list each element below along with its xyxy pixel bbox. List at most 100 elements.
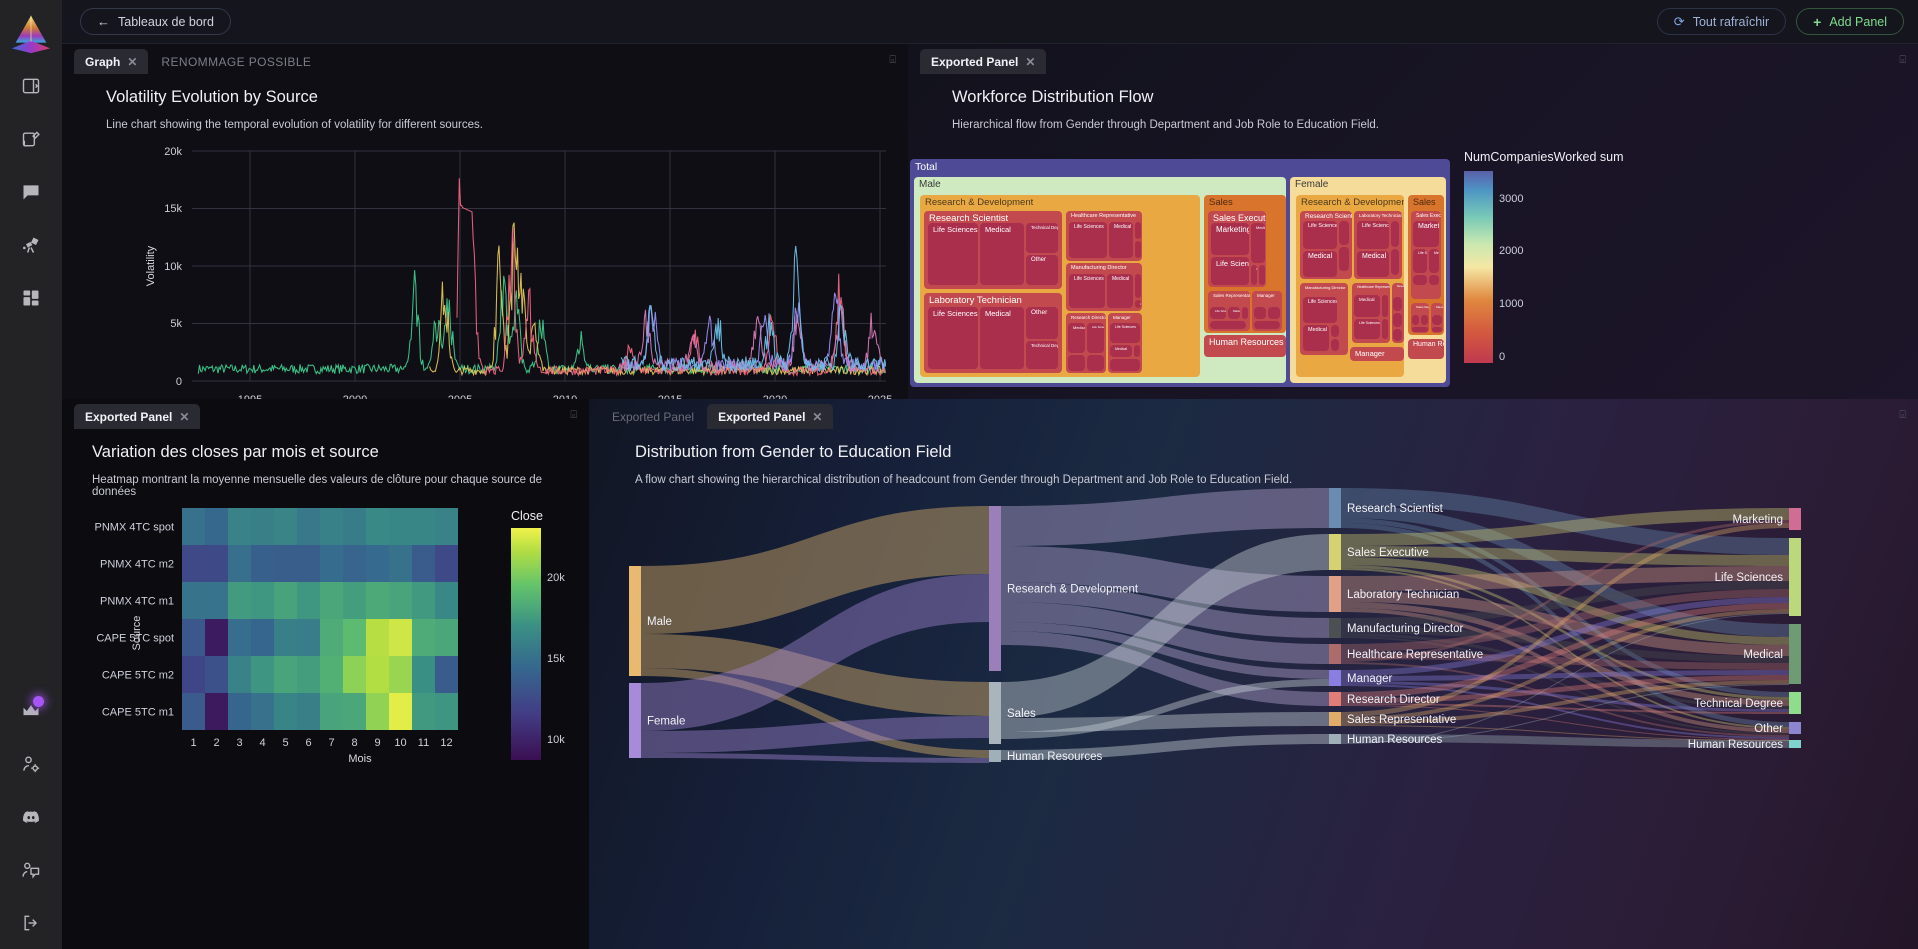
treemap-tile[interactable]: [1087, 355, 1104, 371]
tab-exported-panel-heatmap[interactable]: Exported Panel ✕: [74, 404, 201, 429]
treemap-tile[interactable]: Medical: [1354, 295, 1380, 317]
treemap-tile[interactable]: Life Sciences: [1211, 257, 1249, 285]
treemap-tile[interactable]: [1421, 315, 1428, 325]
treemap-tile[interactable]: [1268, 307, 1280, 319]
tab-close-icon[interactable]: ✕: [179, 409, 190, 424]
treemap-tile[interactable]: [1135, 222, 1141, 239]
treemap-tile[interactable]: [1393, 329, 1402, 341]
edit-icon[interactable]: [19, 127, 43, 151]
treemap-tile[interactable]: Medical: [1110, 345, 1132, 357]
sankey-link: [641, 753, 989, 763]
refresh-all-button[interactable]: ⟳ Tout rafraîchir: [1656, 8, 1787, 35]
treemap-tile[interactable]: [1429, 275, 1439, 285]
panel-drag-handle-icon[interactable]: ⌻: [889, 54, 896, 66]
treemap-tile[interactable]: [1254, 307, 1266, 319]
treemap-tile[interactable]: Medical: [1109, 222, 1133, 258]
treemap-tile[interactable]: Life Sciences: [1413, 249, 1427, 273]
treemap-tile[interactable]: [1432, 315, 1442, 325]
tab-exported-panel-sankey[interactable]: Exported Panel ✕: [707, 404, 834, 429]
treemap-tile[interactable]: Manager: [1350, 347, 1404, 361]
treemap-tile[interactable]: [1254, 321, 1280, 329]
treemap-tile[interactable]: Medical: [1303, 325, 1329, 351]
treemap-tile[interactable]: Human Resources: [1204, 335, 1286, 357]
treemap-tile[interactable]: [1391, 221, 1399, 247]
treemap-tile[interactable]: [1339, 247, 1349, 271]
treemap-tile[interactable]: Life Sciences: [1210, 307, 1226, 319]
treemap-tile[interactable]: Life Sciences: [1069, 222, 1107, 258]
treemap-tile[interactable]: Human Resources: [1408, 339, 1444, 359]
treemap-tile[interactable]: Medical: [1251, 223, 1265, 263]
panel-drag-handle-icon[interactable]: ⌻: [1899, 409, 1906, 421]
panel-drag-handle-icon[interactable]: ⌻: [1899, 54, 1906, 66]
treemap-tile[interactable]: [1068, 355, 1085, 371]
treemap-tile[interactable]: Medical: [1303, 251, 1337, 277]
treemap-tile[interactable]: [1134, 345, 1140, 357]
treemap-tile[interactable]: Medical: [1107, 274, 1133, 308]
tab-close-icon[interactable]: ✕: [812, 409, 823, 424]
treemap-tile[interactable]: [1135, 241, 1141, 258]
treemap-tile[interactable]: Other: [1026, 307, 1058, 339]
tab-graph[interactable]: Graph ✕: [74, 49, 149, 74]
treemap-tile[interactable]: Technical Degree: [1026, 223, 1058, 253]
user-settings-icon[interactable]: [19, 752, 43, 776]
treemap-tile[interactable]: [1331, 325, 1339, 337]
treemap-tile[interactable]: Life Sciences: [1303, 297, 1337, 323]
treemap-tile[interactable]: [1412, 327, 1428, 332]
treemap-tile[interactable]: Life Sciences: [1303, 221, 1337, 249]
treemap-tile[interactable]: Medical: [1068, 323, 1085, 353]
sankey-svg: Male Female Research & Development Sales Hum…: [629, 488, 1801, 763]
treemap-tile[interactable]: Marketing: [1228, 307, 1240, 319]
treemap-tile[interactable]: [1393, 313, 1402, 327]
feedback-icon[interactable]: [19, 858, 43, 882]
treemap-tile[interactable]: Medical: [1429, 249, 1439, 273]
treemap-tile[interactable]: [1259, 265, 1265, 285]
treemap-tile[interactable]: Other: [1251, 265, 1257, 285]
treemap-tile[interactable]: [1382, 319, 1388, 339]
treemap-tile[interactable]: Life Sciences: [1357, 221, 1389, 249]
treemap-tile[interactable]: Medical: [980, 307, 1024, 369]
treemap-tile[interactable]: [1339, 221, 1349, 245]
treemap-tile[interactable]: Medical: [1357, 251, 1389, 277]
treemap-tile[interactable]: Technical Degree: [1026, 341, 1058, 369]
chat-icon[interactable]: [19, 180, 43, 204]
pyramid-logo[interactable]: [7, 6, 55, 60]
treemap-tile[interactable]: Life Sciences: [1069, 274, 1105, 308]
tab-exported-panel-treemap[interactable]: Exported Panel ✕: [920, 49, 1047, 74]
treemap-tile[interactable]: [1413, 275, 1427, 285]
treemap-tile[interactable]: Marketing: [1211, 223, 1249, 255]
crown-icon[interactable]: [19, 696, 44, 723]
back-to-dashboards-button[interactable]: ← Tableaux de bord: [80, 8, 231, 35]
treemap-tile[interactable]: [1391, 249, 1399, 275]
discord-icon[interactable]: [19, 805, 43, 829]
panel-drag-handle-icon[interactable]: ⌻: [570, 409, 577, 421]
treemap-tile[interactable]: [1412, 315, 1419, 325]
treemap-tile[interactable]: Life Sciences: [1110, 323, 1140, 343]
tab-close-icon[interactable]: ✕: [1025, 54, 1036, 69]
tab-renommage[interactable]: RENOMMAGE POSSIBLE: [150, 49, 322, 74]
treemap-tile[interactable]: Life Sciences: [928, 223, 978, 285]
treemap-tile[interactable]: [1432, 327, 1442, 332]
treemap-tile[interactable]: Other: [1026, 255, 1058, 285]
treemap-tile[interactable]: [1210, 321, 1246, 329]
treemap-tile[interactable]: [1331, 339, 1339, 351]
tab-close-icon[interactable]: ✕: [127, 54, 138, 69]
tab-exported-panel-inactive[interactable]: Exported Panel: [601, 404, 705, 429]
treemap-tile[interactable]: Medical: [980, 223, 1024, 285]
treemap-tile[interactable]: Marketing: [1413, 221, 1439, 247]
treemap-tile[interactable]: Sales Representative: [1411, 303, 1429, 333]
treemap-tile[interactable]: [1393, 297, 1402, 311]
treemap-tile[interactable]: [1242, 307, 1248, 319]
panel-subtitle-heatmap: Heatmap montrant la moyenne mensuelle de…: [92, 474, 543, 498]
collapse-panel-icon[interactable]: [19, 74, 43, 98]
treemap-tile[interactable]: [1110, 359, 1140, 371]
treemap-tile[interactable]: Life Sciences: [1354, 319, 1380, 339]
treemap-tile[interactable]: [1382, 295, 1388, 317]
treemap-tile[interactable]: Other: [1135, 300, 1141, 308]
telescope-icon[interactable]: [19, 233, 43, 257]
treemap-tile[interactable]: [1135, 274, 1141, 298]
dashboard-grid-icon[interactable]: [19, 286, 43, 310]
add-panel-button[interactable]: + Add Panel: [1796, 8, 1904, 35]
logout-icon[interactable]: [19, 911, 43, 935]
treemap-tile[interactable]: Life Sciences: [1087, 323, 1104, 353]
treemap-tile[interactable]: Life Sciences: [928, 307, 978, 369]
